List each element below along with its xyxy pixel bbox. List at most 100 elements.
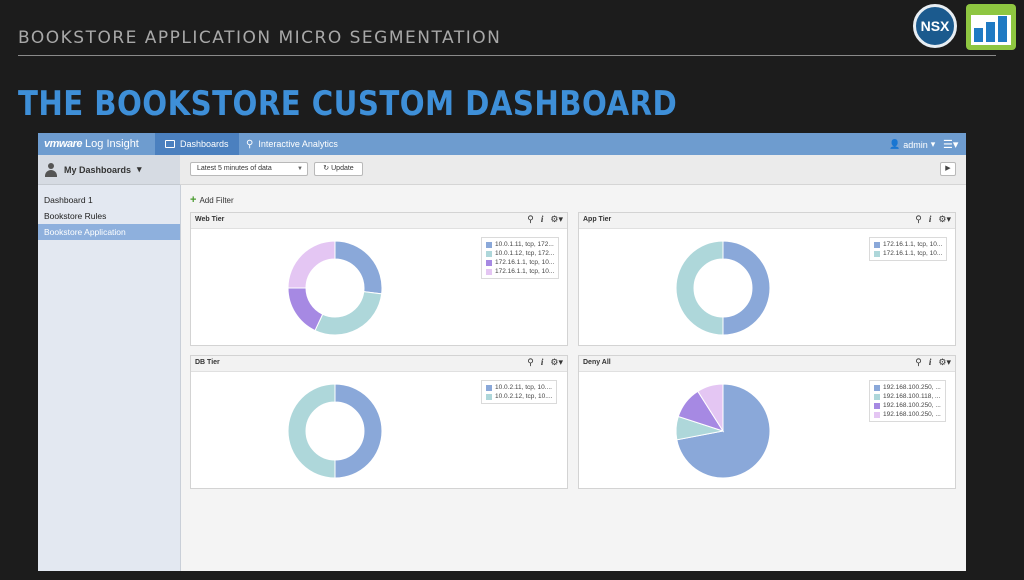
slide-header: BOOKSTORE APPLICATION MICRO SEGMENTATION bbox=[18, 28, 502, 48]
legend-item[interactable]: 192.168.100.118, ... bbox=[874, 392, 941, 401]
info-icon[interactable]: i bbox=[928, 357, 932, 367]
brand-logo[interactable]: vmware Log Insight bbox=[44, 138, 139, 150]
info-icon[interactable]: i bbox=[540, 357, 544, 367]
legend-item[interactable]: 172.16.1.1, tcp, 10... bbox=[874, 249, 942, 258]
legend-item[interactable]: 10.0.1.11, tcp, 172... bbox=[486, 240, 554, 249]
legend-label: 10.0.2.11, tcp, 10.... bbox=[495, 384, 552, 391]
legend-swatch bbox=[874, 402, 880, 409]
pie-chart bbox=[675, 383, 771, 479]
widget-title: Web Tier bbox=[195, 216, 225, 223]
widget-title: DB Tier bbox=[195, 359, 220, 366]
legend-item[interactable]: 172.16.1.1, tcp, 10... bbox=[874, 240, 942, 249]
legend-swatch bbox=[486, 241, 492, 248]
gear-icon[interactable]: ⚙▾ bbox=[550, 214, 563, 224]
bar-chart-logo bbox=[966, 4, 1016, 50]
sidebar: My Dashboards ▾ Dashboard 1 Bookstore Ru… bbox=[38, 155, 181, 571]
widget-db-tier: DB Tier ⚲ i ⚙▾ 10.0.2.11, tcp, 10.... 10.… bbox=[190, 355, 568, 489]
legend-item[interactable]: 10.0.2.12, tcp, 10.... bbox=[486, 392, 552, 401]
legend-label: 10.0.1.12, tcp, 172... bbox=[495, 250, 555, 257]
legend-item[interactable]: 10.0.2.11, tcp, 10.... bbox=[486, 383, 552, 392]
search-icon[interactable]: ⚲ bbox=[527, 214, 534, 224]
dashboard-main: Latest 5 minutes of data ▼ ↻ Update ▶ + … bbox=[180, 155, 966, 571]
pie-slice[interactable] bbox=[334, 240, 383, 295]
time-range-value: Latest 5 minutes of data bbox=[197, 165, 272, 172]
legend-swatch bbox=[486, 259, 492, 266]
presentation-mode-button[interactable]: ▶ bbox=[940, 162, 956, 176]
tab-dashboards[interactable]: Dashboards bbox=[155, 133, 239, 155]
gear-icon[interactable]: ⚙▾ bbox=[938, 214, 951, 224]
pie-slice[interactable] bbox=[287, 383, 336, 479]
legend-item[interactable]: 172.16.1.1, tcp, 10... bbox=[486, 258, 554, 267]
my-dashboards-dropdown[interactable]: My Dashboards ▾ bbox=[38, 155, 180, 185]
hamburger-menu-icon[interactable]: ☰▾ bbox=[943, 139, 959, 151]
add-filter-link[interactable]: + Add Filter bbox=[190, 194, 234, 206]
pie-slice[interactable] bbox=[287, 287, 324, 332]
update-label: Update bbox=[331, 165, 354, 172]
legend-item[interactable]: 10.0.1.12, tcp, 172... bbox=[486, 249, 554, 258]
update-button[interactable]: ↻ Update bbox=[314, 162, 363, 176]
dashboard-icon bbox=[165, 140, 175, 148]
user-icon: 👤 bbox=[889, 139, 901, 149]
top-nav-bar: vmware Log Insight Dashboards ⚲ Interact… bbox=[38, 133, 966, 155]
chevron-down-icon: ▼ bbox=[297, 166, 303, 172]
chart-legend: 192.168.100.250, ... 192.168.100.118, ...… bbox=[869, 380, 946, 422]
user-menu[interactable]: 👤 admin ▾ bbox=[889, 139, 935, 150]
donut-chart bbox=[287, 240, 383, 336]
tab-dashboards-label: Dashboards bbox=[180, 139, 229, 149]
widget-title: Deny All bbox=[583, 359, 611, 366]
sidebar-item-dashboard-1[interactable]: Dashboard 1 bbox=[44, 195, 93, 205]
legend-swatch bbox=[486, 384, 492, 391]
info-icon[interactable]: i bbox=[540, 214, 544, 224]
add-filter-label: Add Filter bbox=[199, 195, 234, 205]
pie-slice[interactable] bbox=[287, 240, 336, 289]
legend-label: 192.168.100.250, ... bbox=[883, 402, 941, 409]
donut-chart bbox=[675, 240, 771, 336]
nsx-logo: NSX bbox=[913, 4, 957, 48]
widget-app-tier: App Tier ⚲ i ⚙▾ 172.16.1.1, tcp, 10... 17… bbox=[578, 212, 956, 346]
log-insight-window: vmware Log Insight Dashboards ⚲ Interact… bbox=[38, 133, 966, 571]
gear-icon[interactable]: ⚙▾ bbox=[938, 357, 951, 367]
legend-label: 10.0.1.11, tcp, 172... bbox=[495, 241, 554, 248]
gear-icon[interactable]: ⚙▾ bbox=[550, 357, 563, 367]
pie-slice[interactable] bbox=[675, 240, 724, 336]
user-icon bbox=[44, 162, 58, 177]
chart-legend: 10.0.2.11, tcp, 10.... 10.0.2.12, tcp, 10… bbox=[481, 380, 558, 404]
chevron-down-icon: ▾ bbox=[137, 164, 142, 174]
legend-swatch bbox=[874, 250, 880, 257]
legend-label: 192.168.100.250, ... bbox=[883, 384, 941, 391]
pie-slice[interactable] bbox=[722, 240, 771, 336]
user-name: admin bbox=[903, 139, 928, 150]
info-icon[interactable]: i bbox=[928, 214, 932, 224]
search-icon[interactable]: ⚲ bbox=[915, 214, 922, 224]
legend-label: 172.16.1.1, tcp, 10... bbox=[495, 268, 555, 275]
legend-item[interactable]: 192.168.100.250, ... bbox=[874, 383, 941, 392]
legend-item[interactable]: 172.16.1.1, tcp, 10... bbox=[486, 267, 554, 276]
sidebar-item-bookstore-application[interactable]: Bookstore Application bbox=[38, 224, 180, 240]
widget-title: App Tier bbox=[583, 216, 612, 223]
slide-divider bbox=[18, 55, 996, 56]
search-icon: ⚲ bbox=[246, 138, 254, 150]
legend-item[interactable]: 192.168.100.250, ... bbox=[874, 410, 941, 419]
search-icon[interactable]: ⚲ bbox=[527, 357, 534, 367]
legend-label: 172.16.1.1, tcp, 10... bbox=[495, 259, 555, 266]
legend-swatch bbox=[486, 393, 492, 400]
chart-legend: 172.16.1.1, tcp, 10... 172.16.1.1, tcp, 1… bbox=[869, 237, 948, 261]
legend-label: 172.16.1.1, tcp, 10... bbox=[883, 241, 943, 248]
pie-slice[interactable] bbox=[314, 291, 383, 336]
sidebar-title: My Dashboards bbox=[64, 164, 132, 175]
search-icon[interactable]: ⚲ bbox=[915, 357, 922, 367]
play-icon: ▶ bbox=[945, 165, 951, 172]
legend-swatch bbox=[486, 250, 492, 257]
sidebar-item-bookstore-rules[interactable]: Bookstore Rules bbox=[44, 211, 107, 221]
legend-swatch bbox=[874, 384, 880, 391]
tab-interactive-analytics[interactable]: ⚲ Interactive Analytics bbox=[236, 133, 348, 155]
pie-slice[interactable] bbox=[697, 383, 724, 433]
donut-chart bbox=[287, 383, 383, 479]
legend-swatch bbox=[874, 393, 880, 400]
legend-label: 10.0.2.12, tcp, 10.... bbox=[495, 393, 553, 400]
time-range-select[interactable]: Latest 5 minutes of data ▼ bbox=[190, 162, 308, 176]
tab-interactive-label: Interactive Analytics bbox=[258, 139, 338, 149]
legend-item[interactable]: 192.168.100.250, ... bbox=[874, 401, 941, 410]
widget-deny-all: Deny All ⚲ i ⚙▾ 192.168.100.250, ... 192.… bbox=[578, 355, 956, 489]
pie-slice[interactable] bbox=[334, 383, 383, 479]
